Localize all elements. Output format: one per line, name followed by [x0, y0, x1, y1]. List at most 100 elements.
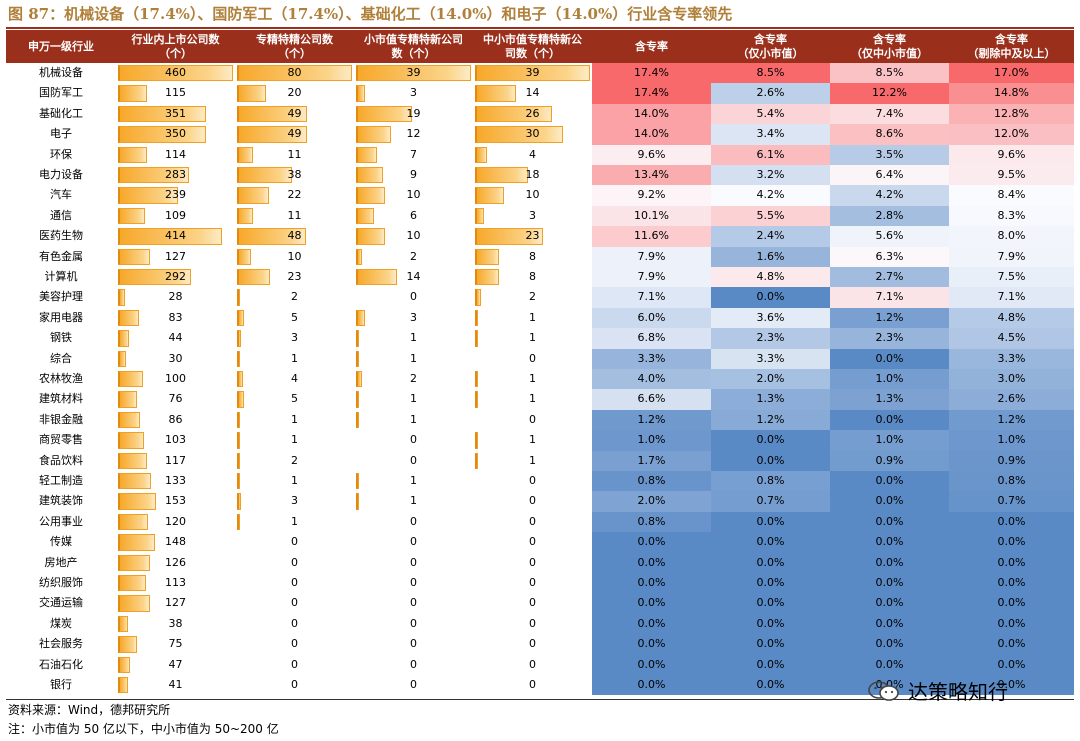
count-cell: 1 [473, 308, 592, 328]
table-row: 机械设备 460 80 39 39 17.4% 8.5% 8.5% 17.0% [6, 63, 1074, 84]
count-cell: 292 [116, 267, 235, 287]
table-row: 建筑装饰 153 3 1 0 2.0% 0.7% 0.0% 0.7% [6, 491, 1074, 512]
industry-name: 家用电器 [39, 310, 83, 324]
count-value: 49 [287, 106, 302, 120]
count-bar [356, 391, 359, 408]
count-value: 1 [291, 474, 298, 487]
column-header-line: 含专率 [995, 32, 1028, 46]
rate-cell: 0.8% [949, 471, 1074, 492]
count-bar [118, 595, 150, 612]
table-row: 汽车 239 22 10 10 9.2% 4.2% 4.2% 8.4% [6, 185, 1074, 206]
count-cell: 0 [354, 655, 473, 675]
count-bar [237, 452, 240, 469]
rate-cell: 0.0% [711, 511, 830, 533]
rate-cell: 0.0% [711, 287, 830, 308]
count-cell: 49 [235, 104, 354, 124]
column-header: 小市值专精特新公司 数（个） [354, 30, 473, 63]
count-value: 0 [291, 678, 298, 691]
count-value: 28 [168, 290, 183, 304]
count-value: 0 [410, 596, 417, 610]
rate-cell: 4.0% [592, 369, 711, 390]
count-bar [475, 452, 478, 469]
rate-cell: 7.9% [949, 246, 1074, 267]
count-value: 3 [410, 310, 417, 324]
count-bar [118, 452, 148, 469]
count-bar [475, 432, 478, 449]
count-cell: 10 [354, 185, 473, 205]
rate-cell: 2.0% [711, 369, 830, 390]
count-value: 1 [291, 351, 298, 365]
rate-cell: 1.2% [830, 307, 949, 329]
table-row: 交通运输 127 0 0 0 0.0% 0.0% 0.0% 0.0% [6, 593, 1074, 614]
count-bar [118, 126, 206, 143]
rate-cell: 3.4% [711, 124, 830, 145]
rate-cell: 1.0% [949, 430, 1074, 451]
count-bar [356, 411, 359, 429]
rate-cell: 0.0% [830, 409, 949, 431]
table-row: 通信 109 11 6 3 10.1% 5.5% 2.8% 8.3% [6, 205, 1074, 227]
column-header-line: 小市值专精特新公司 [364, 32, 463, 46]
count-cell: 49 [235, 124, 354, 144]
count-value: 22 [287, 188, 302, 202]
rate-cell: 0.0% [592, 654, 711, 675]
count-bar [118, 146, 147, 163]
count-cell: 86 [116, 410, 235, 430]
count-cell: 19 [354, 104, 473, 124]
table-row: 有色金属 127 10 2 8 7.9% 1.6% 6.3% 7.9% [6, 246, 1074, 267]
count-value: 2 [529, 290, 536, 304]
rate-cell: 0.0% [711, 573, 830, 594]
rate-cell: 12.0% [949, 124, 1074, 145]
industry-name: 轻工制造 [39, 474, 83, 487]
count-cell: 22 [235, 185, 354, 205]
count-cell: 11 [235, 206, 354, 226]
rate-cell: 0.0% [830, 593, 949, 614]
count-bar [356, 85, 365, 102]
column-header-line: 申万一级行业 [28, 39, 94, 53]
rate-cell: 0.7% [949, 491, 1074, 512]
count-value: 38 [168, 616, 183, 630]
count-value: 0 [529, 616, 536, 630]
count-cell: 10 [473, 185, 592, 205]
rate-cell: 12.2% [830, 83, 949, 104]
rate-cell: 0.0% [711, 634, 830, 655]
count-cell: 3 [473, 206, 592, 226]
count-value: 10 [406, 229, 421, 243]
count-cell: 44 [116, 328, 235, 348]
count-value: 76 [168, 392, 183, 406]
count-cell: 109 [116, 206, 235, 226]
count-value: 0 [529, 555, 536, 569]
count-bar [237, 411, 240, 429]
count-value: 0 [410, 616, 417, 630]
count-bar [118, 248, 150, 265]
industry-name: 社会服务 [39, 637, 83, 651]
count-cell: 26 [473, 104, 592, 124]
count-bar [237, 473, 240, 490]
count-cell: 0 [354, 675, 473, 695]
column-header: 申万一级行业 [6, 30, 116, 63]
count-cell: 126 [116, 553, 235, 573]
count-bar [356, 371, 362, 388]
count-value: 8 [529, 270, 536, 283]
count-bar [356, 146, 377, 163]
count-bar [475, 105, 552, 123]
count-bar [118, 330, 129, 347]
count-cell: 103 [116, 430, 235, 450]
count-value: 1 [410, 351, 417, 365]
count-cell: 1 [473, 430, 592, 450]
industry-name: 机械设备 [39, 66, 83, 79]
count-cell: 30 [116, 349, 235, 369]
industry-name: 汽车 [50, 188, 72, 202]
count-cell: 0 [354, 512, 473, 532]
count-bar [237, 432, 240, 449]
count-value: 30 [525, 127, 540, 141]
rate-cell: 5.4% [711, 103, 830, 125]
rate-cell: 0.0% [830, 613, 949, 635]
watermark-text: 达策略知行 [908, 680, 1008, 704]
count-value: 0 [291, 535, 298, 549]
count-value: 350 [165, 127, 186, 141]
count-value: 109 [165, 208, 186, 222]
count-cell: 39 [354, 63, 473, 83]
count-bar [475, 65, 590, 82]
table-row: 医药生物 414 48 10 23 11.6% 2.4% 5.6% 8.0% [6, 226, 1074, 247]
count-bar [356, 309, 365, 327]
